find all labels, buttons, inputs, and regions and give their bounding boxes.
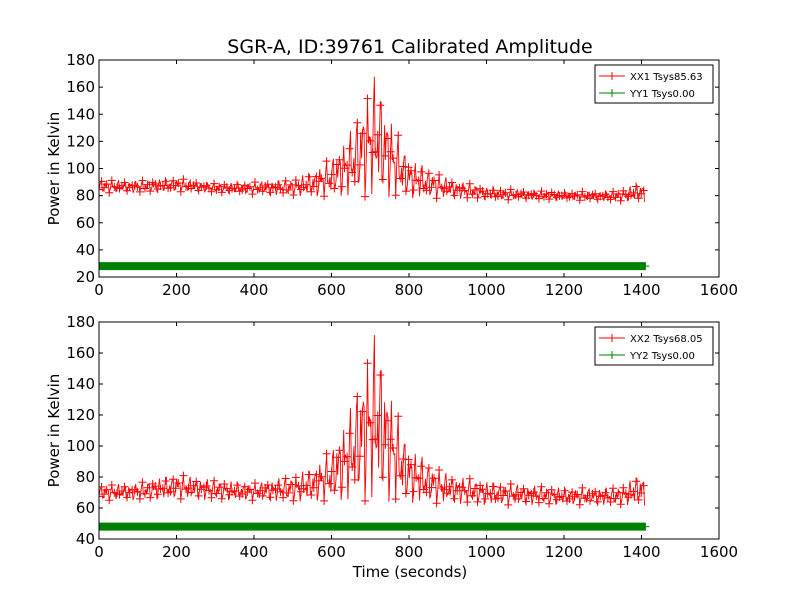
legend-label: XX2 Tsys68.05 <box>630 334 703 345</box>
x-tick-label: 1000 <box>467 543 505 561</box>
x-tick-label: 600 <box>317 281 346 299</box>
y-tick-label: 40 <box>76 241 95 259</box>
series-xx1 <box>99 76 648 205</box>
y-tick-label: 120 <box>66 132 95 150</box>
x-tick-label: 0 <box>94 281 104 299</box>
legend-box <box>594 64 714 104</box>
series-markers <box>99 359 648 509</box>
legend-marker <box>608 72 616 80</box>
legend-label: XX1 Tsys85.63 <box>630 72 703 83</box>
legend-label: YY1 Tsys0.00 <box>629 89 695 100</box>
x-tick-label: 600 <box>317 543 346 561</box>
subplot-bottom: Power in Kelvin 0 200 400 600 800 1000 1200 1400… <box>45 313 738 561</box>
y-tick-label: 140 <box>66 375 95 393</box>
y-tick-label: 80 <box>76 468 95 486</box>
legend-label: YY2 Tsys0.00 <box>629 351 695 362</box>
x-tick-label: 200 <box>162 543 191 561</box>
y-tick-label: 140 <box>66 105 95 123</box>
y-tick-label: 20 <box>76 268 95 286</box>
x-tick-label: 400 <box>240 543 269 561</box>
plot-area <box>99 76 650 271</box>
x-tick-label: 1400 <box>622 543 660 561</box>
y-tick-label: 40 <box>76 530 95 548</box>
subplot-top: Power in Kelvin 0 200 400 600 800 1000 1200 1400… <box>45 51 738 299</box>
x-tick-label: 1000 <box>467 281 505 299</box>
y-tick-label: 100 <box>66 437 95 455</box>
x-tick-label: 1600 <box>700 281 738 299</box>
y-tick-label: 160 <box>66 78 95 96</box>
y-tick-label: 80 <box>76 187 95 205</box>
legend-marker <box>608 351 616 359</box>
legend: XX1 Tsys85.63 YY1 Tsys0.00 <box>594 64 714 104</box>
y-tick-label: 160 <box>66 344 95 362</box>
series-line <box>99 334 646 506</box>
figure-title: SGR-A, ID:39761 Calibrated Amplitude <box>227 36 592 58</box>
y-tick-label: 60 <box>76 499 95 517</box>
legend-marker <box>608 334 616 342</box>
series-yy1 <box>99 262 650 271</box>
y-tick-label: 120 <box>66 406 95 424</box>
x-axis-label: Time (seconds) <box>352 563 468 581</box>
y-tick-label: 100 <box>66 160 95 178</box>
y-tick-label: 180 <box>66 313 95 331</box>
series-markers <box>99 262 650 271</box>
legend-marker <box>608 89 616 97</box>
x-tick-label: 1600 <box>700 543 738 561</box>
series-markers <box>99 94 648 205</box>
series-markers <box>99 522 650 531</box>
plot-area <box>99 334 650 531</box>
x-tick-label: 800 <box>395 281 424 299</box>
x-tick-label: 1400 <box>622 281 660 299</box>
x-tick-label: 1200 <box>545 281 583 299</box>
y-axis-label: Power in Kelvin <box>45 112 63 226</box>
y-tick-label: 60 <box>76 214 95 232</box>
series-yy2 <box>99 522 650 531</box>
legend-box <box>594 326 714 366</box>
series-xx2 <box>99 334 648 509</box>
x-tick-label: 1200 <box>545 543 583 561</box>
y-axis-label: Power in Kelvin <box>45 374 63 488</box>
legend: XX2 Tsys68.05 YY2 Tsys0.00 <box>594 326 714 366</box>
x-tick-label: 400 <box>240 281 269 299</box>
y-tick-label: 180 <box>66 51 95 69</box>
x-tick-label: 200 <box>162 281 191 299</box>
x-tick-label: 800 <box>395 543 424 561</box>
x-tick-label: 0 <box>94 543 104 561</box>
